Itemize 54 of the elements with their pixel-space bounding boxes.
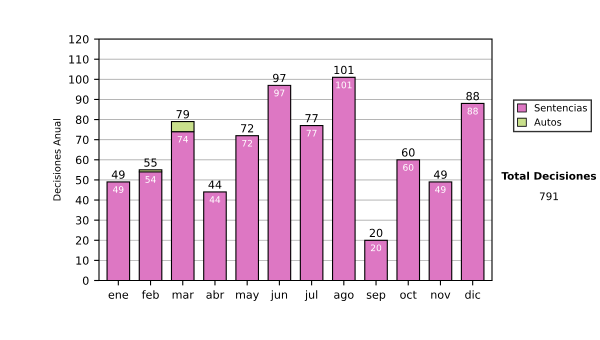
x-tick-label: jun — [270, 290, 288, 301]
x-tick-label: sep — [366, 292, 386, 301]
y-tick-label: 40 — [76, 196, 89, 204]
y-tick-label: 70 — [76, 136, 89, 144]
y-tick-label: 10 — [76, 256, 89, 265]
y-tick-label: 110 — [69, 55, 89, 64]
y-tick-label: 80 — [76, 116, 89, 124]
x-tick-label: may — [236, 292, 259, 301]
total-label: 88 — [466, 92, 479, 100]
total-label: 101 — [334, 66, 354, 74]
y-tick-label: 120 — [69, 35, 89, 44]
total-label: 72 — [241, 124, 254, 132]
text: Total Decisiones — [501, 172, 596, 180]
y-tick-label: 30 — [76, 216, 89, 225]
x-tick-label: dic — [465, 290, 480, 299]
data-label: 72 — [242, 140, 252, 147]
y-axis-title: Decisiones Anual — [53, 119, 61, 200]
y-tick-label: 60 — [76, 156, 89, 164]
x-tick-label: mar — [172, 292, 194, 299]
text: 791 — [540, 192, 558, 200]
y-tick-label: 90 — [76, 95, 89, 104]
data-label: 97 — [274, 90, 284, 96]
total-label: 55 — [144, 158, 157, 167]
total-label: 20 — [370, 228, 382, 238]
data-label: 88 — [468, 108, 478, 114]
data-label: 101 — [336, 82, 352, 88]
legend-label: Autos — [534, 118, 562, 126]
y-tick-label: 0 — [82, 276, 89, 285]
x-tick-label: jul — [304, 290, 318, 301]
x-tick-label: nov — [431, 292, 450, 299]
data-label: 49 — [435, 186, 446, 193]
data-label: 20 — [370, 244, 382, 252]
data-label: 44 — [210, 196, 220, 203]
total-label: 60 — [402, 148, 415, 157]
total-label: 77 — [305, 114, 318, 122]
y-tick-label: 100 — [69, 75, 89, 84]
total-label: 97 — [273, 74, 286, 82]
y-tick-label: 20 — [76, 236, 89, 245]
total-label: 49 — [434, 170, 447, 179]
data-label: 74 — [178, 136, 188, 143]
total-label: 44 — [208, 180, 222, 189]
y-tick-label: 50 — [76, 176, 89, 184]
x-tick-label: abr — [206, 290, 224, 299]
data-label: 60 — [403, 164, 414, 171]
data-label: 77 — [306, 130, 317, 136]
data-label: 54 — [145, 176, 156, 183]
x-tick-label: oct — [400, 290, 417, 299]
total-label: 79 — [176, 110, 190, 118]
legend-label: Sentencias — [534, 104, 587, 112]
data-label: 49 — [113, 186, 124, 193]
x-tick-label: feb — [142, 290, 159, 299]
x-tick-label: ene — [108, 292, 128, 299]
x-tick-label: ago — [334, 292, 354, 301]
total-label: 49 — [112, 170, 125, 179]
